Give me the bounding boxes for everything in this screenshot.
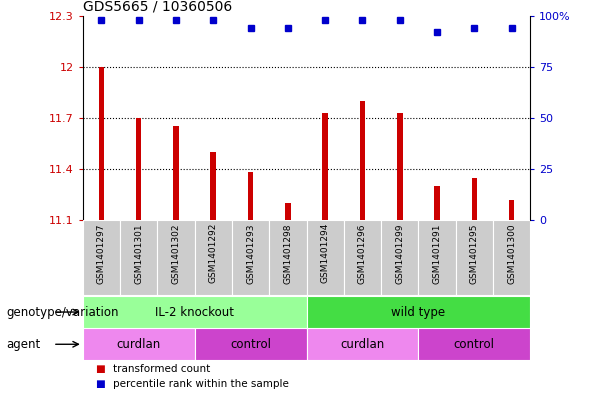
Bar [232, 220, 269, 295]
Text: GSM1401291: GSM1401291 [433, 223, 441, 284]
Bar [83, 328, 195, 360]
Text: ■: ■ [95, 364, 105, 374]
Bar [509, 200, 514, 220]
Text: wild type: wild type [391, 305, 446, 319]
Bar [306, 220, 344, 295]
Bar [381, 220, 418, 295]
Bar [434, 186, 440, 220]
Bar [195, 220, 232, 295]
Bar [306, 328, 418, 360]
Text: transformed count: transformed count [113, 364, 211, 374]
Bar [471, 178, 477, 220]
Bar [158, 220, 195, 295]
Text: ■: ■ [95, 378, 105, 389]
Text: GSM1401298: GSM1401298 [283, 223, 292, 284]
Bar [455, 220, 493, 295]
Text: GSM1401296: GSM1401296 [358, 223, 367, 284]
Bar [173, 127, 179, 220]
Text: GSM1401302: GSM1401302 [172, 223, 180, 284]
Text: curdlan: curdlan [340, 338, 384, 351]
Bar [493, 220, 530, 295]
Bar [120, 220, 158, 295]
Text: GSM1401292: GSM1401292 [209, 223, 218, 283]
Bar [83, 296, 306, 328]
Bar [418, 328, 530, 360]
Text: GSM1401300: GSM1401300 [507, 223, 516, 284]
Text: GSM1401299: GSM1401299 [395, 223, 404, 284]
Text: GSM1401295: GSM1401295 [470, 223, 479, 284]
Bar [285, 203, 291, 220]
Bar [397, 113, 403, 220]
Text: GDS5665 / 10360506: GDS5665 / 10360506 [83, 0, 232, 13]
Text: percentile rank within the sample: percentile rank within the sample [113, 378, 289, 389]
Text: control: control [230, 338, 271, 351]
Text: curdlan: curdlan [116, 338, 161, 351]
Bar [136, 118, 142, 220]
Bar [322, 113, 328, 220]
Bar [248, 173, 253, 220]
Text: GSM1401297: GSM1401297 [97, 223, 106, 284]
Text: GSM1401301: GSM1401301 [134, 223, 143, 284]
Text: genotype/variation: genotype/variation [6, 305, 119, 319]
Bar [344, 220, 381, 295]
Bar [99, 67, 104, 220]
Bar [210, 152, 216, 220]
Bar [418, 220, 455, 295]
Text: control: control [454, 338, 495, 351]
Bar [269, 220, 306, 295]
Bar [360, 101, 365, 220]
Text: GSM1401293: GSM1401293 [246, 223, 255, 284]
Bar [83, 220, 120, 295]
Text: GSM1401294: GSM1401294 [321, 223, 330, 283]
Bar [195, 328, 306, 360]
Text: agent: agent [6, 338, 40, 351]
Text: IL-2 knockout: IL-2 knockout [155, 305, 234, 319]
Bar [306, 296, 530, 328]
